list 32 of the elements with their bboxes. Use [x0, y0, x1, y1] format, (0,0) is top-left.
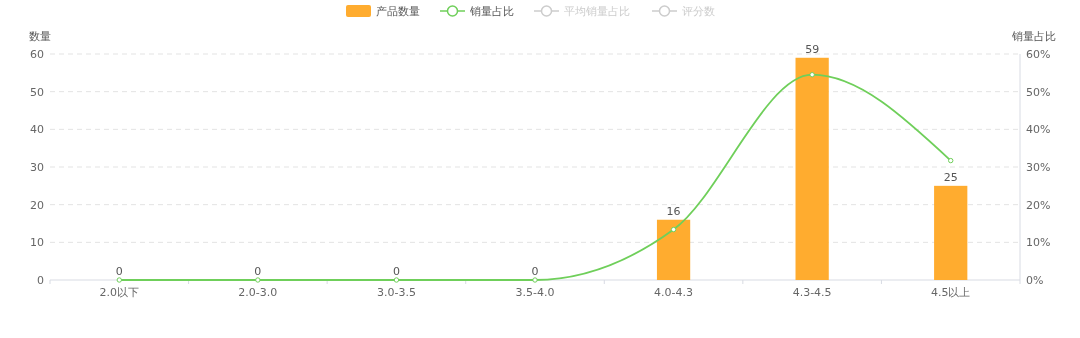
y2-tick-label: 50% — [1026, 85, 1051, 99]
y-tick-label: 50 — [30, 85, 44, 99]
data-label: 0 — [254, 265, 262, 278]
y-tick-label: 60 — [30, 48, 44, 61]
y2-tick-label: 30% — [1026, 161, 1051, 174]
x-tick-label: 2.0以下 — [99, 286, 140, 299]
x-tick-label: 4.3-4.5 — [792, 286, 832, 299]
y-tick-label: 40 — [30, 123, 44, 137]
data-label: 0 — [392, 265, 400, 278]
data-label: 0 — [115, 265, 123, 278]
data-label: 16 — [666, 204, 681, 218]
legend-label: 销量占比 — [469, 5, 514, 18]
data-label: 25 — [943, 170, 958, 184]
x-tick-label: 4.5以上 — [930, 286, 971, 299]
y2-tick-label: 20% — [1026, 198, 1051, 212]
y2-tick-label: 0% — [1026, 274, 1044, 287]
data-label: 59 — [805, 42, 820, 56]
legend-label: 产品数量 — [376, 5, 420, 18]
x-tick-label: 2.0-3.0 — [238, 286, 278, 299]
data-label: 0 — [531, 265, 539, 278]
x-tick-label: 3.5-4.0 — [515, 286, 555, 299]
y-tick-label: 20 — [30, 198, 44, 212]
y-tick-label: 30 — [30, 161, 44, 174]
y-tick-label: 0 — [37, 274, 44, 287]
y-tick-label: 10 — [30, 236, 44, 250]
y-axis-title: 数量 — [29, 30, 51, 43]
x-tick-label: 3.0-3.5 — [376, 286, 416, 299]
y2-axis-title: 销量占比 — [1011, 30, 1056, 43]
x-tick-label: 4.0-4.3 — [654, 286, 694, 299]
y2-tick-label: 60% — [1026, 48, 1051, 61]
y2-tick-label: 40% — [1026, 123, 1051, 137]
y2-tick-label: 10% — [1026, 236, 1051, 250]
